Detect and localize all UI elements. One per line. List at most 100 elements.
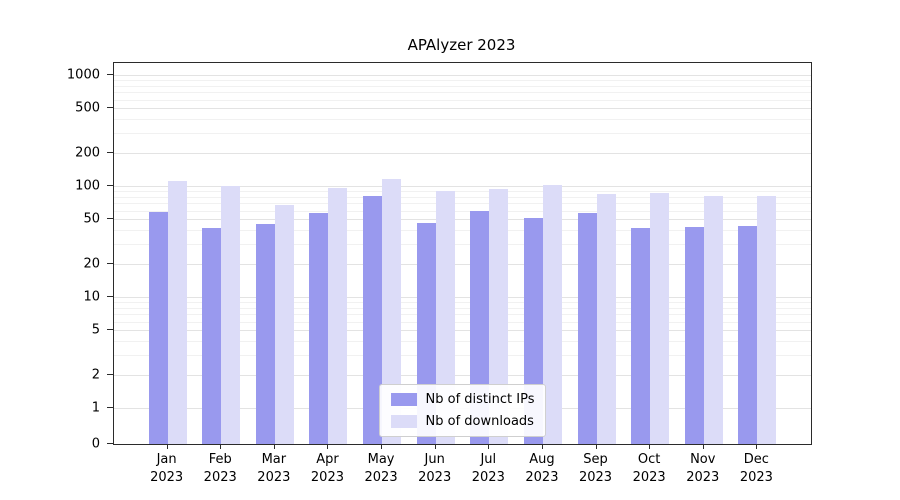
- y-tick-label-5: 5: [91, 322, 100, 338]
- bar-distinct-ips-oct: [631, 227, 651, 444]
- gridline-6: [114, 321, 811, 323]
- bar-downloads-nov: [703, 195, 723, 444]
- x-tick-mark-jul: [488, 444, 490, 449]
- gridline-90: [114, 191, 811, 193]
- y-tick-label-10: 10: [83, 289, 100, 305]
- gridline-8: [114, 307, 811, 309]
- y-tick-mark-10: [107, 296, 113, 297]
- plot-area: Nb of distinct IPs Nb of downloads: [113, 62, 812, 445]
- bar-downloads-feb: [221, 186, 241, 444]
- y-tick-mark-200: [107, 151, 113, 153]
- y-tick-label-100: 100: [75, 178, 100, 194]
- x-tick-label-mar: Mar 2023: [257, 452, 291, 485]
- y-tick-label-1: 1: [91, 400, 100, 416]
- y-tick-mark-1: [107, 407, 113, 408]
- y-tick-mark-50: [107, 218, 113, 220]
- bar-downloads-jul: [489, 189, 509, 444]
- y-tick-label-500: 500: [75, 100, 100, 116]
- gridline-70: [114, 203, 811, 205]
- gridline-500: [114, 108, 811, 110]
- gridline-100: [114, 186, 811, 187]
- x-tick-label-may: May 2023: [364, 452, 398, 485]
- gridline-800: [114, 85, 811, 87]
- gridline-5: [114, 330, 811, 332]
- x-tick-label-apr: Apr 2023: [310, 452, 344, 485]
- bar-downloads-may: [382, 179, 402, 444]
- gridline-30: [114, 244, 811, 246]
- legend-label-downloads: Nb of downloads: [425, 414, 534, 429]
- bar-downloads-apr: [328, 187, 348, 444]
- x-tick-mark-nov: [702, 444, 704, 449]
- gridline-300: [114, 133, 811, 135]
- x-tick-label-jun: Jun 2023: [418, 452, 452, 485]
- x-tick-mark-apr: [327, 444, 329, 449]
- y-tick-label-50: 50: [83, 211, 100, 227]
- y-tick-mark-0: [107, 443, 113, 444]
- x-tick-label-jan: Jan 2023: [150, 452, 184, 485]
- y-tick-mark-100: [107, 185, 113, 186]
- y-tick-mark-500: [107, 107, 113, 109]
- legend-label-distinct-ips: Nb of distinct IPs: [425, 392, 535, 407]
- y-tick-mark-1000: [107, 74, 113, 75]
- x-tick-label-aug: Aug 2023: [525, 452, 559, 485]
- x-tick-mark-dec: [756, 444, 758, 449]
- x-tick-label-oct: Oct 2023: [632, 452, 666, 485]
- y-tick-label-0: 0: [91, 436, 100, 452]
- gridline-2: [114, 374, 811, 376]
- x-tick-mark-oct: [649, 444, 651, 449]
- gridline-400: [114, 119, 811, 121]
- gridline-600: [114, 99, 811, 101]
- gridline-50: [114, 219, 811, 221]
- x-tick-mark-jan: [166, 444, 168, 449]
- x-tick-mark-feb: [220, 444, 222, 449]
- bar-distinct-ips-mar: [255, 224, 275, 444]
- y-tick-mark-5: [107, 329, 113, 331]
- gridline-9: [114, 302, 811, 304]
- gridline-4: [114, 341, 811, 343]
- gridline-10: [114, 297, 811, 298]
- x-tick-mark-aug: [541, 444, 543, 449]
- bar-downloads-sep: [596, 194, 616, 444]
- y-tick-label-1000: 1000: [66, 67, 100, 83]
- y-tick-label-200: 200: [75, 145, 100, 161]
- x-tick-label-jul: Jul 2023: [471, 452, 505, 485]
- bar-distinct-ips-may: [363, 195, 383, 444]
- x-tick-mark-may: [381, 444, 383, 449]
- x-tick-mark-mar: [273, 444, 275, 449]
- legend-item-downloads: Nb of downloads: [390, 414, 535, 429]
- gridline-40: [114, 230, 811, 232]
- y-tick-label-20: 20: [83, 256, 100, 272]
- y-tick-label-2: 2: [91, 367, 100, 383]
- gridline-200: [114, 152, 811, 154]
- legend-swatch-distinct-ips: [390, 393, 417, 406]
- chart-title: APAlyzer 2023: [407, 36, 516, 54]
- bar-distinct-ips-nov: [684, 226, 704, 444]
- gridline-60: [114, 210, 811, 212]
- x-tick-label-sep: Sep 2023: [578, 452, 613, 485]
- gridline-80: [114, 196, 811, 198]
- bar-distinct-ips-feb: [202, 227, 222, 444]
- bar-downloads-jan: [167, 181, 187, 444]
- legend-item-distinct-ips: Nb of distinct IPs: [390, 392, 535, 407]
- x-tick-label-nov: Nov 2023: [686, 452, 720, 485]
- gridline-7: [114, 314, 811, 316]
- x-tick-label-dec: Dec 2023: [739, 452, 773, 485]
- x-tick-mark-jun: [434, 444, 436, 449]
- gridline-700: [114, 92, 811, 94]
- gridline-20: [114, 263, 811, 265]
- bar-downloads-aug: [542, 184, 562, 444]
- bar-distinct-ips-sep: [577, 213, 597, 444]
- bar-distinct-ips-dec: [738, 225, 758, 444]
- bar-downloads-jun: [435, 191, 455, 444]
- x-tick-label-feb: Feb 2023: [203, 452, 237, 485]
- bar-downloads-mar: [274, 204, 294, 444]
- x-tick-mark-sep: [595, 444, 597, 449]
- y-tick-mark-2: [107, 373, 113, 375]
- bar-distinct-ips-apr: [309, 213, 329, 444]
- legend-swatch-downloads: [390, 415, 417, 428]
- gridline-3: [114, 355, 811, 357]
- bar-distinct-ips-jan: [148, 212, 168, 444]
- gridline-1000: [114, 75, 811, 76]
- legend: Nb of distinct IPs Nb of downloads: [378, 384, 547, 437]
